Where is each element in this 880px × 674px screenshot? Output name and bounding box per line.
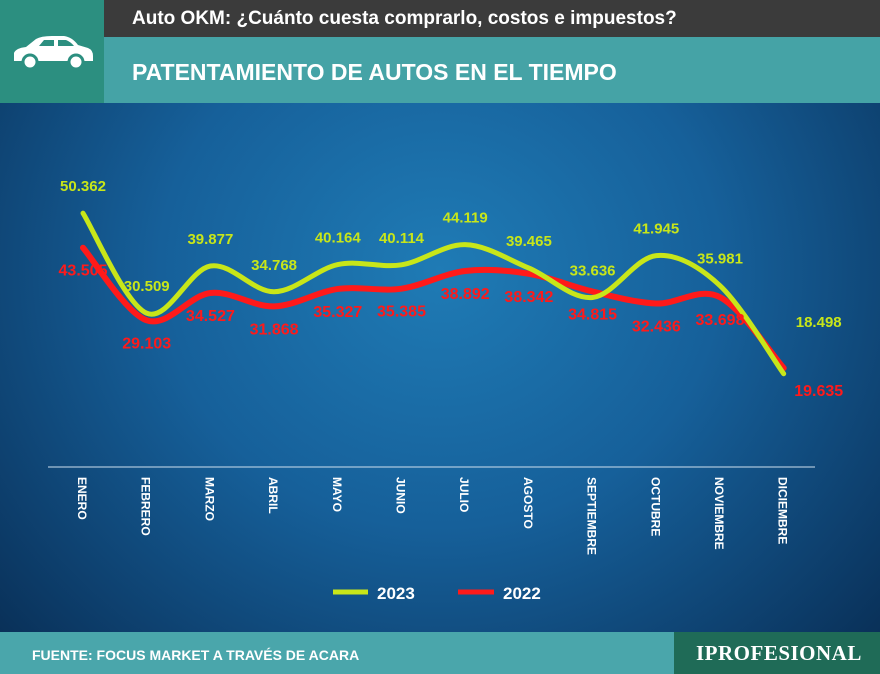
data-label-2022: 31.868 (250, 321, 299, 338)
data-label-2023: 18.498 (796, 314, 842, 331)
x-tick-label: NOVIEMBRE (712, 477, 726, 550)
data-label-2023: 34.768 (251, 257, 297, 274)
data-label-2023: 35.981 (697, 251, 743, 268)
data-label-2023: 30.509 (124, 278, 170, 295)
x-tick-label: AGOSTO (521, 477, 535, 529)
data-label-2023: 39.877 (187, 231, 233, 248)
x-tick-label: ENERO (75, 477, 89, 520)
series-line-2022 (80, 244, 787, 372)
data-label-2022: 38.342 (504, 289, 553, 306)
x-tick-label: OCTUBRE (648, 477, 662, 536)
legend: 2023 2022 (333, 584, 541, 603)
legend-label-2022: 2022 (503, 584, 541, 603)
data-label-2022: 33.698 (696, 312, 745, 329)
data-label-2023: 40.114 (379, 230, 425, 247)
x-tick-label: JULIO (457, 477, 471, 512)
x-tick-label: SEPTIEMBRE (585, 477, 599, 555)
data-label-2023: 41.945 (633, 221, 679, 238)
data-label-2022: 34.527 (186, 308, 235, 325)
x-tick-label: JUNIO (394, 477, 408, 514)
legend-label-2023: 2023 (377, 584, 415, 603)
iprofesional-logo: IPROFESIONAL (674, 632, 880, 674)
data-label-2023: 50.362 (60, 178, 106, 195)
data-label-2023: 33.636 (570, 262, 616, 279)
data-label-2022: 32.436 (632, 319, 681, 336)
series-line-2023 (80, 210, 787, 377)
data-label-2022: 34.815 (568, 307, 617, 324)
data-label-2022: 43.505 (59, 263, 108, 280)
x-tick-label: MARZO (202, 477, 216, 521)
data-label-2022: 19.635 (794, 383, 843, 400)
data-label-2022: 29.103 (122, 335, 171, 352)
car-icon (14, 35, 93, 70)
data-label-2023: 39.465 (506, 233, 552, 250)
x-tick-label: ABRIL (266, 477, 280, 514)
line-chart: ENERO FEBRERO MARZO ABRIL MAYO JUNIO JULIO AGOS… (48, 178, 843, 603)
data-label-2023: 44.119 (443, 210, 488, 227)
source-note: FUENTE: FOCUS MARKET A TRAVÉS DE ACARA (0, 632, 674, 674)
header-subtitle: Auto OKM: ¿Cuánto cuesta comprarlo, cost… (104, 0, 880, 37)
x-tick-label: MAYO (330, 477, 344, 512)
data-label-2023: 40.164 (315, 230, 362, 247)
x-tick-label: DICIEMBRE (776, 477, 790, 544)
car-icon-box (0, 0, 104, 103)
data-label-2022: 35.385 (377, 304, 426, 321)
data-label-2022: 38.892 (441, 286, 490, 303)
page-title: PATENTAMIENTO DE AUTOS EN EL TIEMPO (104, 37, 880, 103)
data-label-2022: 35.327 (313, 304, 362, 321)
x-tick-label: FEBRERO (139, 477, 153, 536)
